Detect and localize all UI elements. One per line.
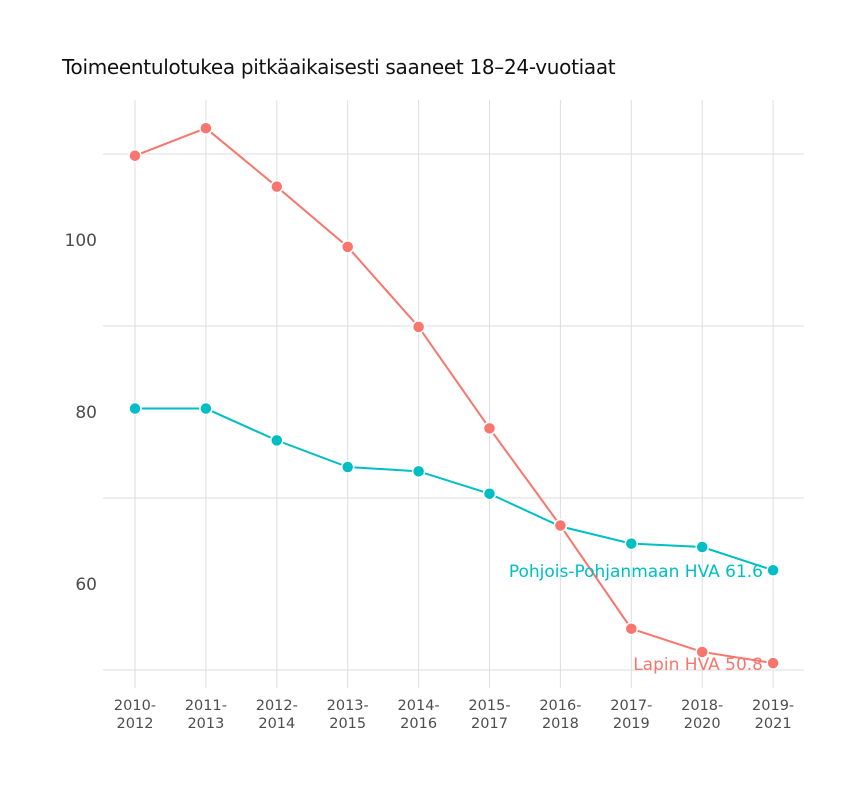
data-point[interactable] [340,240,355,254]
series-line [135,407,774,572]
data-point[interactable] [199,401,213,416]
x-axis: 2010-2012 2011-2013 2012-2014 2013-2015 2014… [114,698,794,732]
x-tick-label: 2013-2015 [327,698,369,732]
chart-title: Toimeentulotukea pitkäaikaisesti saaneet… [62,55,616,79]
y-tick-label: 60 [75,575,97,595]
data-point[interactable] [411,464,426,479]
series-pohjois-pohjanmaan [128,401,780,577]
x-tick-label: 2015-2017 [468,698,510,732]
x-tick-label: 2018-2020 [681,698,723,732]
gridlines [103,100,804,688]
data-point[interactable] [766,563,780,577]
data-point[interactable] [553,518,568,533]
y-axis: 60 80 100 [65,231,97,595]
x-tick-label: 2017-2019 [610,698,652,732]
x-tick-label: 2014-2016 [398,698,440,732]
data-point[interactable] [270,433,284,448]
data-point[interactable] [411,320,426,334]
x-tick-label: 2010-2012 [114,698,156,732]
series-group [128,121,780,670]
end-label-pohjois-pohjanmaan: Pohjois-Pohjanmaan HVA 61.6 [509,562,763,582]
x-tick-label: 2011-2013 [185,698,227,732]
data-point[interactable] [270,179,284,194]
x-tick-label: 2019-2021 [752,698,794,732]
data-point[interactable] [695,645,709,659]
data-point[interactable] [482,486,497,501]
end-label-lapin: Lapin HVA 50.8 [633,655,763,675]
y-tick-label: 100 [65,231,97,251]
data-point[interactable] [128,401,142,416]
data-point[interactable] [624,536,639,551]
x-tick-label: 2012-2014 [256,698,298,732]
data-point[interactable] [695,540,709,554]
x-tick-label: 2016-2018 [539,698,581,732]
data-point[interactable] [624,621,639,636]
data-point[interactable] [482,421,497,436]
end-labels: Lapin HVA 50.8 Pohjois-Pohjanmaan HVA 61.… [509,562,763,675]
data-point[interactable] [128,148,142,163]
data-point[interactable] [199,121,213,135]
data-point[interactable] [766,656,780,670]
y-tick-label: 80 [75,403,97,423]
series-lapin [128,121,780,670]
series-line [134,127,774,665]
data-point[interactable] [340,460,355,474]
